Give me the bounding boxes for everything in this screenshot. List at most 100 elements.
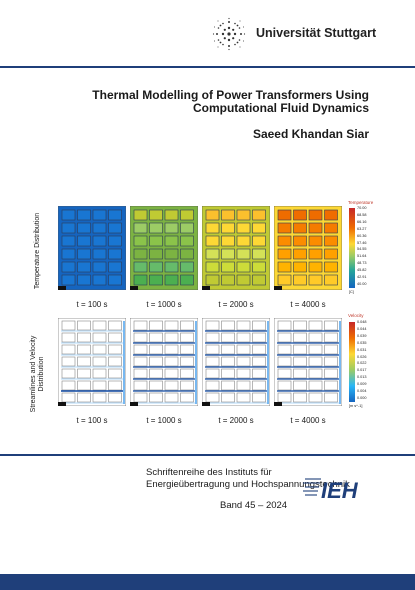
velocity-cell — [308, 380, 323, 391]
inlet-marker — [130, 402, 138, 406]
velocity-cell — [180, 332, 194, 343]
velocity-cell — [61, 380, 76, 391]
temperature-cell — [277, 248, 292, 260]
temperature-cell — [308, 209, 323, 221]
vel-legend-tick: 0.022 — [357, 361, 367, 366]
temp-legend-tick: 68.58 — [357, 212, 367, 217]
temperature-cell — [205, 235, 220, 247]
temperature-cell — [277, 235, 292, 247]
temp-legend-tick: 42.91 — [357, 275, 367, 279]
velocity-cell — [252, 344, 266, 355]
velocity-cell — [108, 320, 122, 331]
velocity-cell — [108, 392, 122, 403]
velocity-cell — [293, 368, 307, 379]
time-label: t = 1000 s — [146, 300, 182, 309]
svg-text:IEH: IEH — [321, 478, 359, 503]
vel-legend-tick: 0.039 — [357, 333, 367, 338]
temperature-cell — [92, 248, 107, 260]
time-label: t = 2000 s — [218, 300, 254, 309]
temperature-cell — [324, 274, 338, 286]
temperature-cell — [205, 222, 220, 234]
velocity-cell — [308, 392, 323, 403]
velocity-cell — [293, 320, 307, 331]
temperature-cell — [308, 235, 323, 247]
temperature-cell — [308, 248, 323, 260]
temperature-cell — [180, 261, 194, 273]
time-label: t = 2000 s — [218, 416, 254, 425]
temperature-legend-unit: [C] — [349, 290, 354, 294]
temperature-panel — [274, 206, 342, 290]
temperature-cell — [293, 261, 307, 273]
temperature-cell — [77, 235, 91, 247]
velocity-cell — [308, 320, 323, 331]
temperature-cell — [221, 248, 235, 260]
velocity-cell — [277, 368, 292, 379]
velocity-cell — [77, 356, 91, 367]
temperature-cell — [133, 209, 148, 221]
temperature-cell — [149, 261, 163, 273]
velocity-cell — [164, 320, 179, 331]
velocity-cell — [149, 392, 163, 403]
velocity-cell — [61, 392, 76, 403]
velocity-cell — [180, 368, 194, 379]
velocity-cell — [205, 344, 220, 355]
velocity-cell — [164, 332, 179, 343]
vel-legend-tick: 0.048 — [357, 320, 367, 324]
temp-legend-tick: 66.16 — [357, 219, 367, 224]
temp-legend-tick: 70.00 — [357, 206, 367, 210]
inlet-marker — [274, 286, 282, 290]
velocity-cell — [108, 368, 122, 379]
velocity-cell — [133, 332, 148, 343]
temperature-cell — [236, 274, 251, 286]
temperature-cell — [293, 235, 307, 247]
velocity-panel — [130, 318, 198, 406]
temperature-cell — [108, 235, 122, 247]
temperature-cell — [149, 248, 163, 260]
velocity-cell — [180, 320, 194, 331]
time-label: t = 100 s — [76, 300, 108, 309]
velocity-cell — [77, 368, 91, 379]
velocity-cell — [236, 392, 251, 403]
temperature-distribution-label: Temperature Distribution — [34, 212, 41, 290]
temperature-cell — [324, 248, 338, 260]
temperature-cell — [293, 274, 307, 286]
velocity-cell — [221, 380, 235, 391]
mid-rule — [0, 454, 415, 456]
temperature-cell — [293, 248, 307, 260]
temp-legend-tick: 45.82 — [357, 268, 367, 273]
velocity-cell — [149, 344, 163, 355]
velocity-cell — [61, 344, 76, 355]
ieh-institute-logo: IEH — [303, 478, 359, 503]
temperature-cell — [252, 274, 266, 286]
velocity-cell — [236, 332, 251, 343]
temp-legend-tick: 54.55 — [357, 247, 367, 252]
velocity-cell — [293, 344, 307, 355]
top-rule — [0, 66, 415, 68]
temp-legend-tick: 63.27 — [357, 226, 367, 231]
velocity-cell — [133, 380, 148, 391]
temperature-cell — [252, 222, 266, 234]
vel-legend-tick: 0.000 — [357, 395, 367, 400]
temperature-cell — [252, 209, 266, 221]
velocity-cell — [236, 344, 251, 355]
velocity-cell — [221, 344, 235, 355]
velocity-cell — [133, 356, 148, 367]
velocity-cell — [221, 320, 235, 331]
temperature-cell — [133, 248, 148, 260]
velocity-cell — [324, 368, 338, 379]
temperature-cell — [164, 209, 179, 221]
time-label: t = 1000 s — [146, 416, 182, 425]
velocity-cell — [205, 320, 220, 331]
velocity-cell — [164, 344, 179, 355]
temperature-cell — [205, 274, 220, 286]
velocity-cell — [133, 344, 148, 355]
vel-legend-tick: 0.026 — [357, 354, 367, 359]
temperature-cell — [77, 248, 91, 260]
temperature-cell — [61, 274, 76, 286]
vel-legend-tick: 0.017 — [357, 368, 367, 373]
velocity-cell — [277, 344, 292, 355]
temperature-cell — [324, 235, 338, 247]
temperature-cell — [180, 274, 194, 286]
velocity-panel — [274, 318, 342, 406]
temperature-cell — [164, 261, 179, 273]
